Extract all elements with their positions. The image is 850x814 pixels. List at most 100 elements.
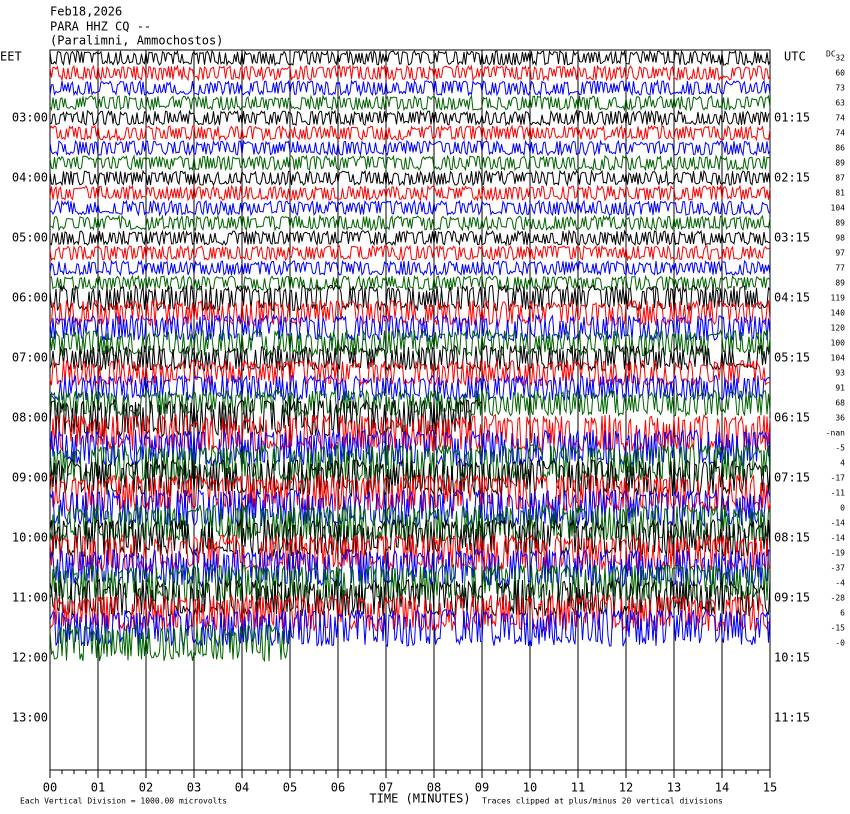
trace	[49, 428, 771, 468]
trace	[49, 199, 771, 217]
right-hour-label: 02:15	[774, 171, 810, 185]
dc-offset: -15	[831, 624, 846, 633]
right-zone: UTC	[784, 50, 806, 64]
trace	[49, 518, 771, 558]
dc-offset: 6	[840, 609, 845, 618]
left-hour-label: 05:00	[12, 231, 48, 245]
dc-offset: 98	[835, 234, 845, 243]
dc-offset: 74	[835, 114, 845, 123]
title-line: (Paralimni, Ammochostos)	[50, 34, 223, 48]
trace	[49, 328, 771, 358]
right-hour-label: 08:15	[774, 531, 810, 545]
dc-offset: 63	[835, 99, 845, 108]
dc-offset: 93	[835, 369, 845, 378]
dc-offset: -37	[831, 564, 846, 573]
trace	[49, 488, 771, 528]
trace	[49, 169, 771, 187]
x-tick-label: 04	[235, 781, 249, 795]
left-hour-label: 11:00	[12, 591, 48, 605]
dc-offset: 104	[831, 354, 846, 363]
dc-offset: -28	[831, 594, 846, 603]
dc-offset: 119	[831, 294, 846, 303]
title-line: Feb18,2026	[50, 5, 122, 19]
trace	[49, 154, 771, 172]
dc-offset: -nan	[826, 429, 845, 438]
right-hour-label: 05:15	[774, 351, 810, 365]
dc-offset: 73	[835, 84, 845, 93]
x-tick-label: 06	[331, 781, 345, 795]
dc-offset: 87	[835, 174, 845, 183]
dc-offset: 36	[835, 414, 845, 423]
trace	[49, 608, 771, 648]
dc-offset: 81	[835, 189, 845, 198]
x-tick-label: 00	[43, 781, 57, 795]
left-hour-label: 09:00	[12, 471, 48, 485]
trace	[49, 274, 771, 292]
dc-offset: -14	[831, 534, 846, 543]
dc-offset: 89	[835, 279, 845, 288]
right-hour-label: 11:15	[774, 711, 810, 725]
dc-offset: 32	[835, 54, 845, 63]
left-hour-label: 10:00	[12, 531, 48, 545]
trace	[49, 124, 771, 142]
trace	[49, 184, 771, 202]
trace	[49, 563, 771, 603]
dc-offset: 77	[835, 264, 845, 273]
dc-offset: -11	[831, 489, 846, 498]
trace	[49, 214, 771, 232]
footer-right: Traces clipped at plus/minus 20 vertical…	[482, 797, 723, 806]
dc-offset: -19	[831, 549, 846, 558]
trace	[49, 344, 771, 372]
trace	[49, 389, 771, 418]
right-hour-label: 07:15	[774, 471, 810, 485]
trace	[49, 623, 291, 663]
left-hour-label: 07:00	[12, 351, 48, 365]
right-hour-label: 01:15	[774, 111, 810, 125]
left-hour-label: 12:00	[12, 651, 48, 665]
dc-offset: 120	[831, 324, 846, 333]
dc-offset: 74	[835, 129, 845, 138]
left-hour-label: 06:00	[12, 291, 48, 305]
dc-offset: 60	[835, 69, 845, 78]
dc-heading: DC	[826, 50, 836, 59]
x-tick-label: 05	[283, 781, 297, 795]
title-line: PARA HHZ CQ --	[50, 20, 151, 34]
trace	[49, 413, 771, 453]
trace	[49, 229, 771, 247]
dc-offset: -14	[831, 519, 846, 528]
dc-offset: -17	[831, 474, 846, 483]
x-tick-label: 01	[91, 781, 105, 795]
x-tick-label: 13	[667, 781, 681, 795]
dc-offset: 140	[831, 309, 846, 318]
x-tick-label: 07	[379, 781, 393, 795]
left-hour-label: 13:00	[12, 711, 48, 725]
trace	[49, 443, 771, 483]
trace	[49, 398, 483, 438]
dc-offset: 68	[835, 399, 845, 408]
right-hour-label: 09:15	[774, 591, 810, 605]
right-hour-label: 03:15	[774, 231, 810, 245]
dc-offset: 91	[835, 384, 845, 393]
x-tick-label: 02	[139, 781, 153, 795]
trace	[49, 49, 771, 67]
trace	[49, 259, 771, 277]
left-hour-label: 08:00	[12, 411, 48, 425]
dc-offset: 0	[840, 504, 845, 513]
x-tick-label: 14	[715, 781, 729, 795]
trace	[49, 109, 771, 127]
x-tick-label: 11	[571, 781, 585, 795]
footer-left: Each Vertical Division = 1000.00 microvo…	[20, 797, 227, 806]
left-zone: EET	[0, 50, 22, 64]
trace	[49, 64, 771, 82]
trace	[49, 94, 771, 112]
dc-offset: 86	[835, 144, 845, 153]
trace	[49, 283, 771, 313]
right-hour-label: 06:15	[774, 411, 810, 425]
trace	[49, 139, 771, 157]
x-axis-label: TIME (MINUTES)	[369, 792, 470, 806]
dc-offset: -0	[835, 639, 845, 648]
left-hour-label: 03:00	[12, 111, 48, 125]
dc-offset: 89	[835, 159, 845, 168]
dc-offset: 97	[835, 249, 845, 258]
